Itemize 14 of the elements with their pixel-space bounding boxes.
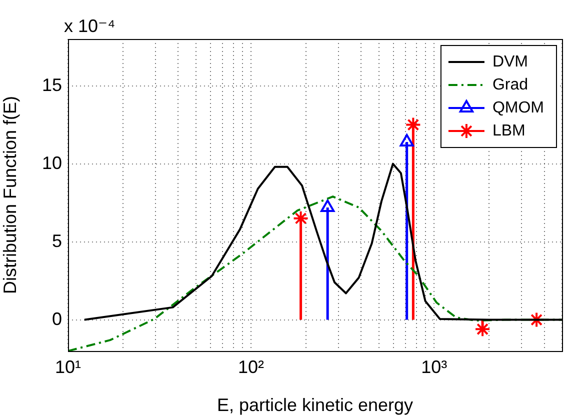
y-tick-label: 10 [42,152,62,173]
y-axis-title: Distribution Function f(E) [0,96,20,294]
x-tick-label: 10³ [421,356,448,377]
legend-label: QMOM [492,99,544,116]
text: x 10⁻⁴ [64,16,116,36]
y-tick-label: 5 [52,230,62,251]
x-tick-label: 10² [238,356,264,377]
legend-label: Grad [492,76,528,94]
x-tick-label: 10¹ [54,356,82,377]
legend-label: DVM [492,53,528,70]
y-tick-label: 15 [42,74,62,95]
y-tick-label: 0 [52,308,62,329]
x-axis-title: E, particle kinetic energy [216,395,414,416]
legend-label: LBM [492,122,526,140]
